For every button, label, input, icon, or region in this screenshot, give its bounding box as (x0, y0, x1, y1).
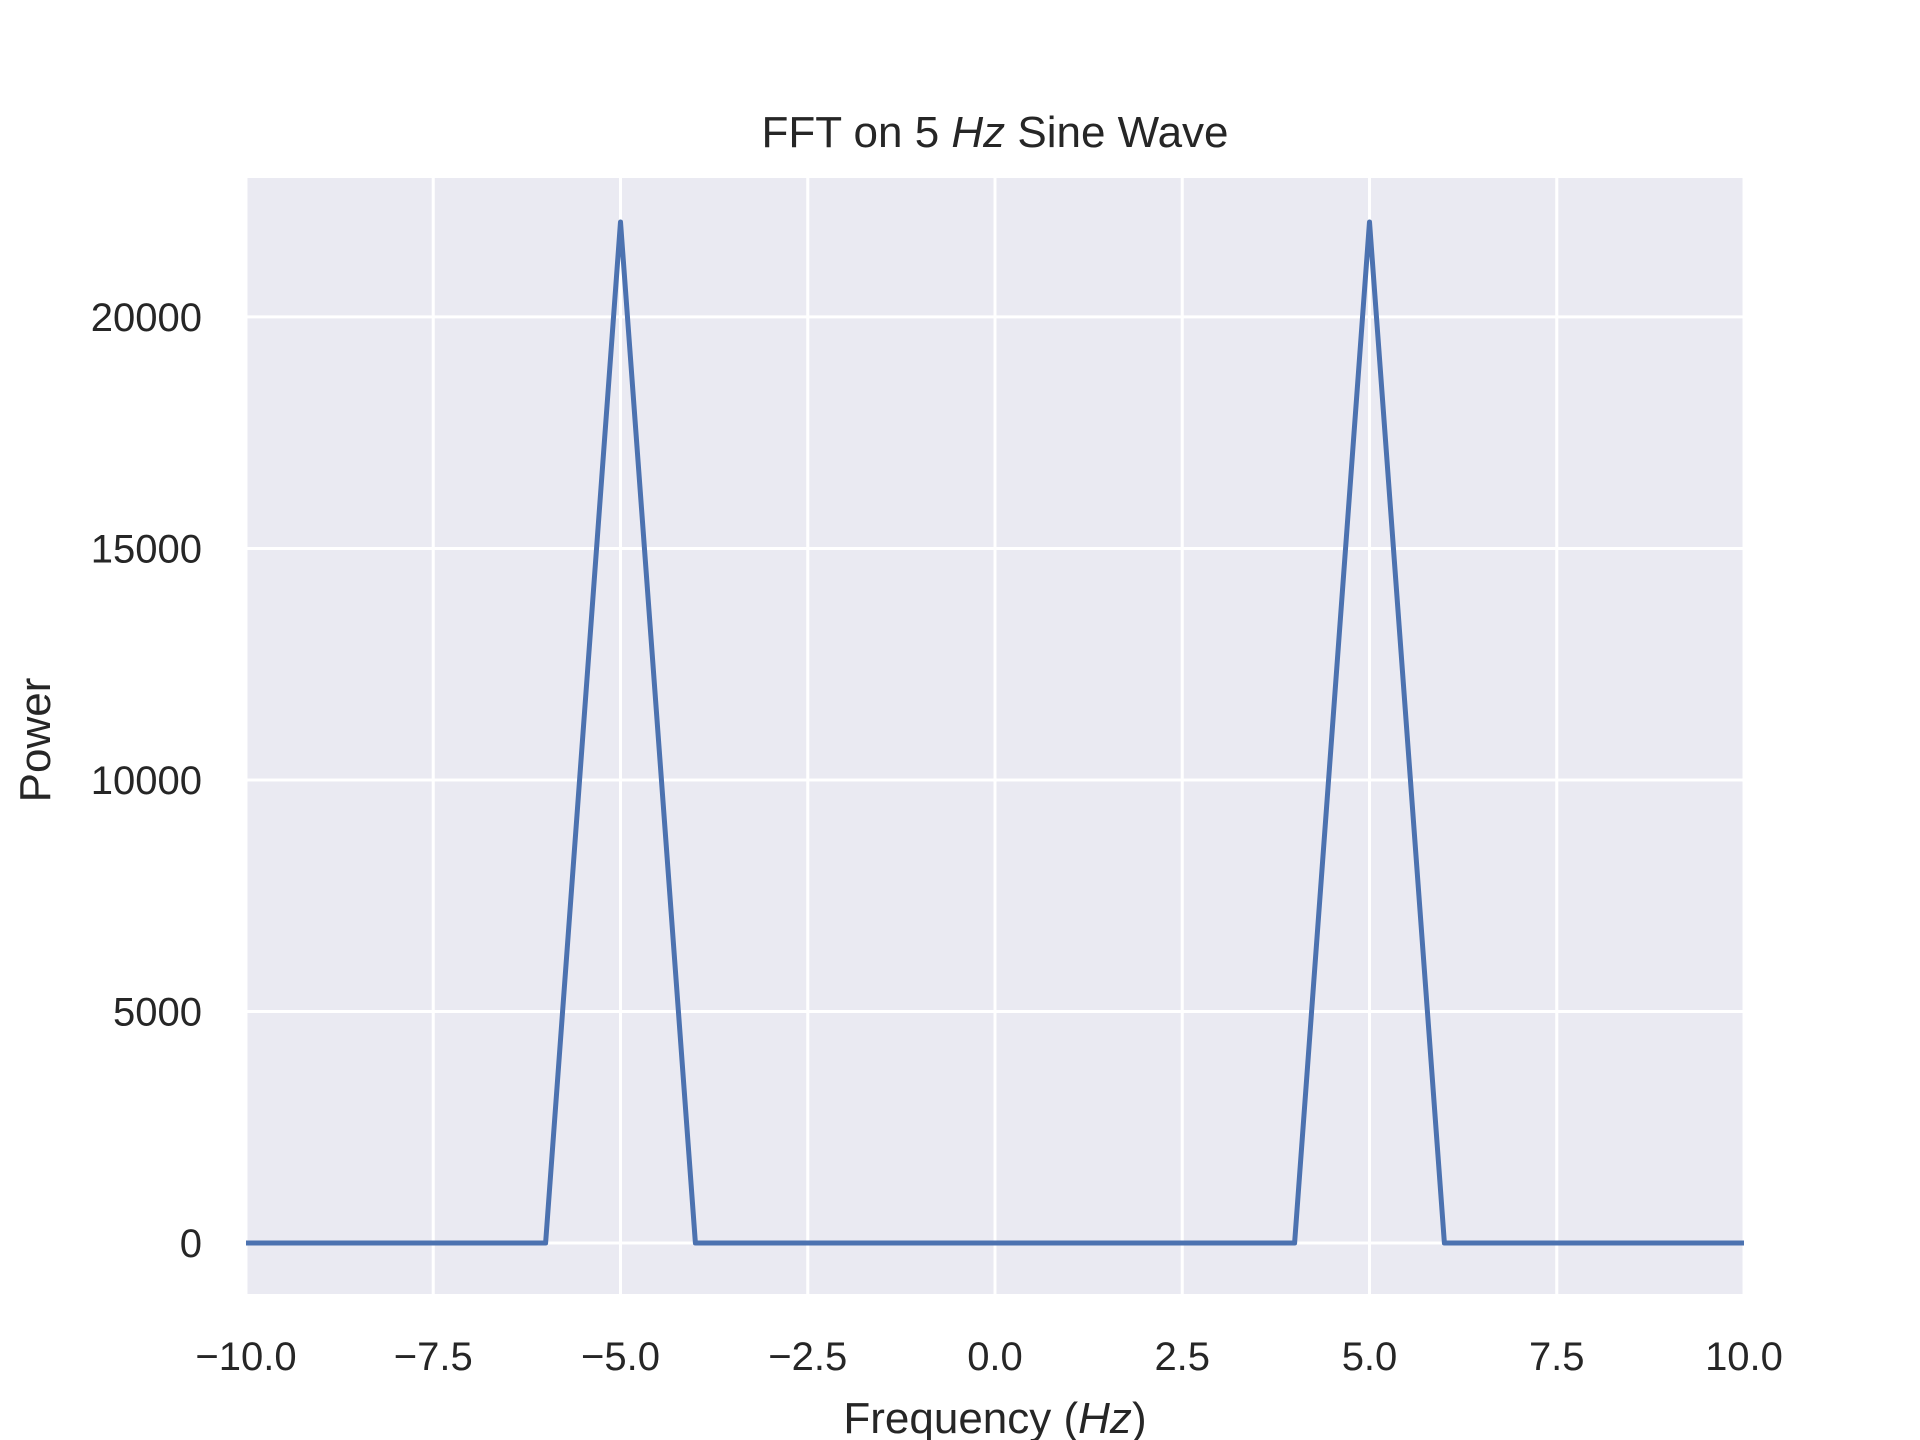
y-tick-labels: 0 5000 10000 15000 20000 (91, 296, 202, 1266)
x-tick-label: 5.0 (1342, 1335, 1398, 1379)
x-tick-label: −2.5 (768, 1335, 847, 1379)
power-spectrum-line (246, 219, 1744, 1246)
y-tick-label: 10000 (91, 759, 202, 803)
x-tick-label: −5.0 (581, 1335, 660, 1379)
x-tick-label: 2.5 (1154, 1335, 1210, 1379)
y-axis-label: Power (11, 678, 60, 803)
y-tick-label: 15000 (91, 527, 202, 571)
x-tick-label: 10.0 (1705, 1335, 1783, 1379)
series-layer (246, 219, 1744, 1246)
y-tick-label: 5000 (113, 991, 202, 1035)
x-axis-label: Frequency (Hz) (843, 1394, 1146, 1440)
chart-title: FFT on 5 Hz Sine Wave (761, 108, 1228, 157)
x-tick-label: 7.5 (1529, 1335, 1585, 1379)
x-tick-label: 0.0 (967, 1335, 1023, 1379)
x-tick-labels: −10.0 −7.5 −5.0 −2.5 0.0 2.5 5.0 7.5 10.0 (195, 1335, 1783, 1379)
y-tick-label: 0 (180, 1222, 202, 1266)
y-tick-label: 20000 (91, 296, 202, 340)
x-tick-label: −7.5 (394, 1335, 473, 1379)
x-tick-label: −10.0 (195, 1335, 296, 1379)
